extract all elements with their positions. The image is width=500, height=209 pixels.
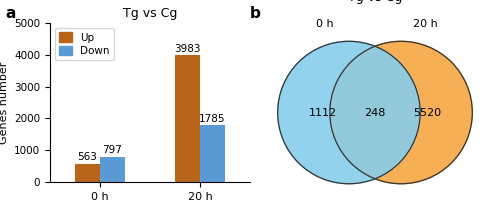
Text: 5520: 5520 bbox=[413, 107, 441, 117]
Text: b: b bbox=[250, 6, 261, 21]
Circle shape bbox=[330, 41, 472, 184]
Y-axis label: Genes number: Genes number bbox=[0, 61, 8, 144]
Bar bbox=[100, 157, 125, 182]
Bar bbox=[200, 125, 225, 182]
Bar bbox=[175, 55, 200, 182]
Text: 1785: 1785 bbox=[199, 113, 226, 124]
Text: 0 h: 0 h bbox=[316, 19, 334, 29]
Text: 3983: 3983 bbox=[174, 44, 201, 54]
Text: 1112: 1112 bbox=[309, 107, 337, 117]
Text: 563: 563 bbox=[78, 152, 98, 162]
Text: 797: 797 bbox=[102, 145, 122, 155]
Bar bbox=[75, 164, 100, 182]
Text: 20 h: 20 h bbox=[413, 19, 438, 29]
Legend: Up, Down: Up, Down bbox=[55, 28, 114, 60]
Title: Tg vs Cg: Tg vs Cg bbox=[348, 0, 402, 4]
Text: a: a bbox=[5, 6, 15, 21]
Circle shape bbox=[278, 41, 420, 184]
Title: Tg vs Cg: Tg vs Cg bbox=[123, 8, 177, 20]
Text: 248: 248 bbox=[364, 107, 386, 117]
